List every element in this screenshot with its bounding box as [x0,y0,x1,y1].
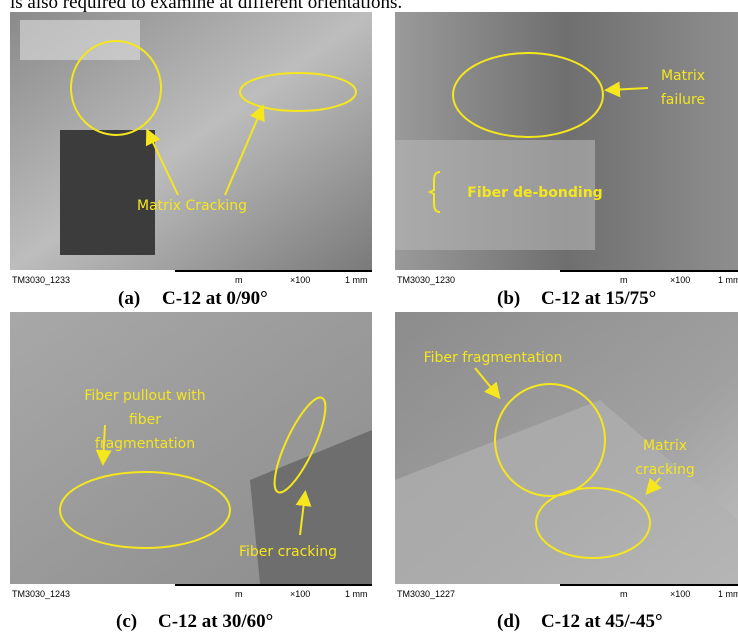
panel-a: TM3030_1233 m ×100 1 mm Matrix Cracking … [10,12,372,309]
annotation: Fiber cracking [239,544,337,560]
annotation: Matrix [643,438,687,454]
image-id: TM3030_1227 [397,589,455,599]
annotation: Matrix [661,68,705,84]
scale-label: 1 mm [345,589,368,599]
scale-label: 1 mm [718,589,738,599]
scale-label: m [620,589,628,599]
annotation: cracking [635,462,695,478]
annotation: fragmentation [95,436,195,452]
annotation: Fiber fragmentation [424,350,563,366]
annotation: fiber [129,412,161,428]
scale-label: ×100 [670,589,690,599]
annotation: Fiber de-bonding [467,185,602,201]
scale-label: ×100 [290,589,310,599]
scale-label: ×100 [290,275,310,285]
panel-d: TM3030_1227 m ×100 1 mm Fiber fragmentat… [395,312,738,632]
caption-label: (a) [118,288,140,309]
scale-label: m [235,275,243,285]
scale-bar [175,270,372,272]
scale-label: m [620,275,628,285]
caption-label: (c) [116,611,137,632]
scale-bar [560,270,738,272]
caption: C-12 at 15/75° [541,288,656,309]
image-id: TM3030_1243 [12,589,70,599]
texture [20,20,140,60]
scale-bar [175,584,372,586]
caption: C-12 at 0/90° [162,288,268,309]
image-id: TM3030_1233 [12,275,70,285]
panel-b: TM3030_1230 m ×100 1 mm Matrix failure F… [395,12,738,309]
texture [60,130,155,255]
header-text: is also required to examine at different… [10,0,402,13]
annotation: Fiber pullout with [84,388,205,404]
caption-label: (d) [497,611,520,632]
panel-c: TM3030_1243 m ×100 1 mm Fiber pullout wi… [10,312,372,632]
image-id: TM3030_1230 [397,275,455,285]
scale-label: m [235,589,243,599]
annotation: failure [661,92,705,108]
figure: is also required to examine at different… [0,0,738,636]
scale-label: 1 mm [718,275,738,285]
caption-label: (b) [497,288,520,309]
scale-label: 1 mm [345,275,368,285]
scale-label: ×100 [670,275,690,285]
caption: C-12 at 45/-45° [541,611,663,632]
annotation: Matrix Cracking [137,198,247,214]
caption: C-12 at 30/60° [158,611,273,632]
scale-bar [560,584,738,586]
